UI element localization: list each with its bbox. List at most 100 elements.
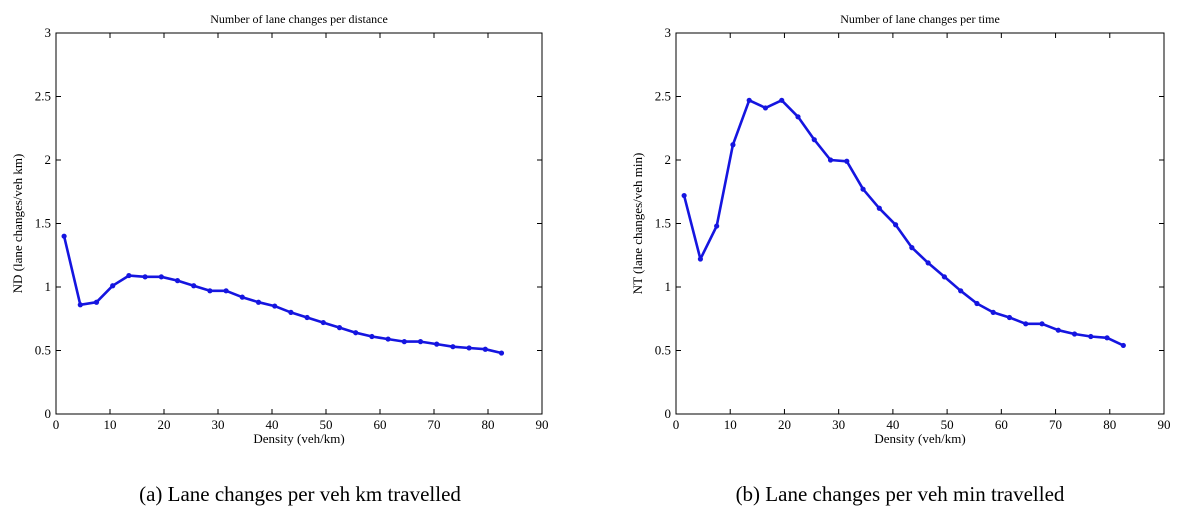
chart-a-x-tick-label: 30 <box>212 417 225 432</box>
chart-a-title: Number of lane changes per distance <box>210 12 388 26</box>
chart-b-data-point <box>925 260 931 266</box>
chart-b-data-point <box>714 223 720 229</box>
chart-a-data-point <box>272 303 278 309</box>
chart-a-y-tick-label: 1.5 <box>35 216 51 231</box>
chart-a-x-tick-label: 0 <box>53 417 60 432</box>
chart-b-x-tick-label: 90 <box>1158 417 1171 432</box>
chart-a-data-point <box>126 272 132 279</box>
chart-b-data-point <box>909 245 915 251</box>
chart-b-data-point <box>779 97 785 103</box>
chart-a-x-tick-label: 90 <box>536 417 549 432</box>
chart-a-data-point <box>304 314 310 321</box>
chart-a-data-point <box>77 302 83 308</box>
chart-a-data-point <box>158 274 164 280</box>
chart-a-svg: 0 10 20 30 40 50 60 70 80 90 0 0.5 1 1.5 2 2.5 3 Number o… <box>10 12 549 446</box>
chart-a-y-axis-label: ND (lane changes/veh km) <box>10 154 25 294</box>
chart-a-data-point <box>61 233 67 239</box>
chart-b-data-point <box>1055 327 1061 333</box>
chart-a-x-axis-label: Density (veh/km) <box>253 431 344 446</box>
chart-b-data-point <box>941 274 947 280</box>
chart-a-data-point <box>450 344 456 350</box>
chart-b-data-point <box>1120 342 1126 349</box>
chart-b-data-point <box>1039 321 1045 327</box>
chart-a-data-point <box>401 339 407 345</box>
chart-a-data-point <box>482 346 488 352</box>
chart-b-data-point <box>811 137 817 143</box>
chart-a-data-point <box>174 278 181 284</box>
chart-b-data-point <box>1088 333 1094 340</box>
chart-b-data-point <box>876 205 882 211</box>
chart-b-data-point <box>860 186 866 192</box>
chart-b-y-tick-label: 2 <box>665 152 672 167</box>
chart-panel-b: 0 10 20 30 40 50 60 70 80 90 0 0.5 1 1.5 2 2.5 3 Number o… <box>590 0 1180 513</box>
chart-a-x-tick-label: 70 <box>428 417 441 432</box>
chart-b-axes-frame <box>675 32 1165 415</box>
chart-a-data-point <box>223 288 229 294</box>
chart-b-data-point <box>1071 331 1078 337</box>
chart-b-data-point <box>893 222 899 228</box>
chart-b-data-point <box>697 256 703 262</box>
chart-a-data-point <box>288 309 294 315</box>
chart-b-x-axis-label: Density (veh/km) <box>874 431 965 446</box>
chart-a-data-point <box>142 274 148 280</box>
chart-b-data-point <box>1104 335 1110 341</box>
chart-b-data-point <box>762 105 769 111</box>
chart-b-x-tick-label: 10 <box>724 417 737 432</box>
chart-b-x-tick-label: 0 <box>673 417 680 432</box>
chart-a-data-point <box>255 299 262 305</box>
chart-b-svg: 0 10 20 30 40 50 60 70 80 90 0 0.5 1 1.5 2 2.5 3 Number o… <box>630 12 1171 446</box>
chart-b-y-tick-label: 1 <box>665 279 672 294</box>
chart-a-series-line <box>62 235 502 355</box>
chart-b-data-point <box>681 192 687 199</box>
chart-b-x-tick-label: 50 <box>941 417 954 432</box>
chart-b-data-point <box>1023 321 1029 327</box>
chart-b-data-point <box>974 300 980 307</box>
chart-a-data-point <box>434 341 440 347</box>
chart-a-y-tick-label: 0.5 <box>35 343 51 358</box>
chart-b-series-line <box>682 99 1124 347</box>
chart-b-data-point <box>1006 314 1013 321</box>
chart-b-x-tick-label: 70 <box>1049 417 1062 432</box>
chart-a-data-point <box>498 350 505 356</box>
chart-b-title: Number of lane changes per time <box>840 12 1000 26</box>
chart-b-y-tick-label: 0 <box>665 406 672 421</box>
chart-a-x-tick-label: 60 <box>374 417 387 432</box>
chart-a-data-point <box>385 336 391 342</box>
chart-a-y-tick-label: 3 <box>45 25 52 40</box>
chart-a-data-point <box>417 339 424 345</box>
chart-b-x-tick-label: 30 <box>832 417 845 432</box>
chart-b-data-point <box>795 114 801 120</box>
chart-a-data-point <box>110 283 116 289</box>
chart-b-data-point <box>827 157 834 163</box>
chart-a-y-tick-label: 2.5 <box>35 89 51 104</box>
chart-b-x-tick-label: 20 <box>778 417 791 432</box>
chart-b-data-point <box>730 142 736 148</box>
chart-a-data-point <box>466 345 472 351</box>
chart-a-y-tick-label: 0 <box>45 406 52 421</box>
chart-b-x-tick-label: 60 <box>995 417 1008 432</box>
chart-b-data-point <box>958 288 964 294</box>
chart-b-data-point <box>844 158 850 164</box>
chart-b-data-point <box>746 97 752 103</box>
chart-b-x-tick-label: 80 <box>1103 417 1116 432</box>
chart-b-y-tick-label: 2.5 <box>655 89 671 104</box>
chart-b-y-axis-label: NT (lane changes/veh min) <box>630 153 645 295</box>
chart-a-data-point <box>336 325 343 331</box>
chart-b-y-tick-label: 1.5 <box>655 216 671 231</box>
chart-b-y-tick-label: 3 <box>665 25 672 40</box>
chart-a-data-point <box>93 299 100 305</box>
chart-a-x-tick-label: 10 <box>104 417 117 432</box>
chart-b-x-tick-label: 40 <box>886 417 899 432</box>
chart-a-data-point <box>239 294 245 300</box>
chart-a-data-point <box>320 319 326 326</box>
chart-b-y-tick-label: 0.5 <box>655 343 671 358</box>
chart-a-data-point <box>353 330 359 336</box>
chart-a-y-tick-label: 2 <box>45 152 52 167</box>
chart-a-axes-frame <box>55 32 543 415</box>
chart-b-data-point <box>990 309 996 315</box>
chart-a-data-point <box>191 283 197 289</box>
chart-a-x-tick-label: 40 <box>266 417 279 432</box>
chart-a-x-tick-label: 20 <box>158 417 171 432</box>
chart-b-caption: (b) Lane changes per veh min travelled <box>735 482 1065 506</box>
chart-panel-a: 0 10 20 30 40 50 60 70 80 90 0 0.5 1 1.5 2 2.5 3 Number o… <box>10 12 549 506</box>
